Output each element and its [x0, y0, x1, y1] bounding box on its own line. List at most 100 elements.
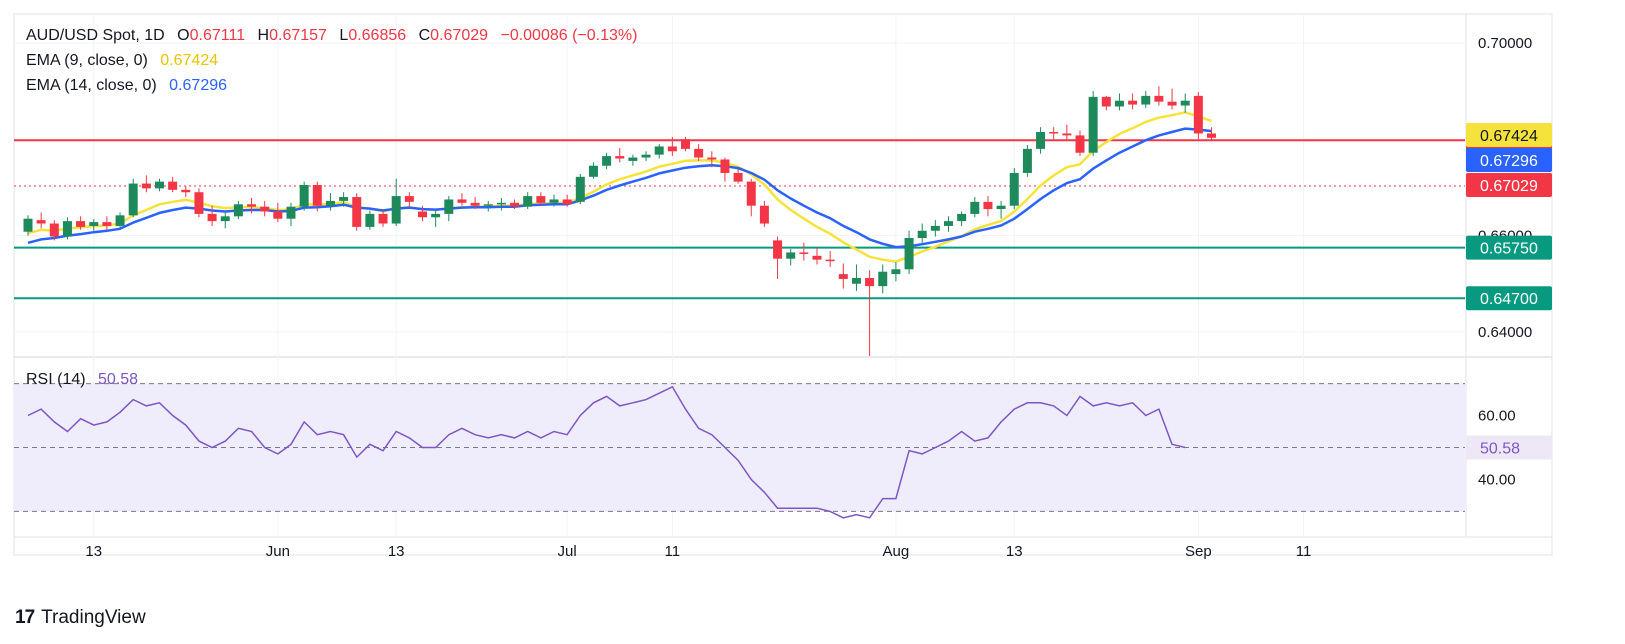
- candle-body: [115, 215, 125, 226]
- candle-body: [930, 225, 940, 231]
- change-value: −0.00086 (−0.13%): [500, 27, 638, 44]
- high-value: 0.67157: [269, 27, 327, 44]
- candle-body: [1141, 95, 1151, 105]
- candle-body: [628, 157, 638, 161]
- ema14-legend: EMA (14, close, 0) 0.67296: [26, 77, 229, 95]
- candle-body: [1049, 132, 1059, 134]
- candle-body: [904, 237, 914, 270]
- candle-body: [1180, 100, 1190, 106]
- close-label: C: [418, 27, 431, 44]
- candle-body: [128, 183, 138, 216]
- candle-body: [1207, 133, 1216, 138]
- x-tick-label: Jun: [266, 543, 290, 560]
- candle-body: [1036, 132, 1046, 149]
- candle-body: [273, 211, 283, 219]
- candle-body: [694, 148, 704, 158]
- candle-body: [23, 218, 33, 232]
- rsi-last-label-bg: [1466, 435, 1552, 460]
- candle-body: [339, 197, 349, 201]
- candle-body: [523, 196, 533, 207]
- tradingview-logo[interactable]: 17 TradingView: [15, 607, 146, 629]
- chart-frame: [13, 13, 1553, 556]
- candle-body: [957, 213, 967, 222]
- open-label: O: [177, 27, 190, 44]
- candle-body: [549, 199, 559, 203]
- candle-body: [365, 213, 375, 227]
- candle-body: [681, 139, 690, 149]
- candle-body: [615, 156, 625, 159]
- rsi-legend: RSI (14) 50.58: [26, 371, 140, 389]
- ema9-label[interactable]: EMA (9, close, 0): [26, 52, 148, 69]
- candle-body: [1075, 135, 1085, 153]
- support-price-label-1-bg: [1466, 235, 1552, 260]
- candle-body: [1114, 100, 1124, 107]
- tradingview-brand: TradingView: [41, 607, 146, 628]
- candle-body: [654, 146, 664, 155]
- candle-body: [391, 196, 401, 224]
- candle-body: [588, 165, 598, 177]
- candle-body: [181, 189, 191, 193]
- support-price-label-1: 0.65750: [1480, 241, 1538, 258]
- rsi-tick-label: 60.00: [1478, 408, 1516, 425]
- candle-body: [1022, 148, 1032, 173]
- candle-body: [194, 192, 204, 214]
- candle-body: [1128, 100, 1138, 105]
- candle-body: [746, 181, 756, 206]
- stacked-label-bg: [1466, 148, 1552, 172]
- candle-body: [983, 201, 993, 210]
- x-tick-label: Sep: [1185, 543, 1212, 560]
- ema9-value: 0.67424: [160, 52, 219, 69]
- candle-body: [299, 185, 309, 207]
- candle-body: [89, 222, 99, 226]
- candle-body: [470, 202, 480, 206]
- candle-body: [1088, 96, 1098, 153]
- candle-body: [233, 204, 243, 217]
- price-tick-label: 0.70000: [1478, 35, 1532, 52]
- candle-body: [36, 220, 46, 224]
- candle-body: [312, 185, 322, 206]
- candle-body: [812, 255, 822, 260]
- candle-body: [575, 176, 585, 202]
- ema14-label[interactable]: EMA (14, close, 0): [26, 77, 157, 94]
- ema14-value: 0.67296: [169, 77, 228, 94]
- rsi-label[interactable]: RSI (14): [26, 371, 86, 388]
- x-tick-label: 11: [1296, 543, 1312, 560]
- candle-body: [944, 221, 953, 226]
- candle-body: [286, 206, 296, 219]
- candle-body: [773, 240, 783, 259]
- candle-body: [1062, 133, 1072, 136]
- tradingview-logo-icon: 17: [15, 607, 35, 628]
- support-price-label-2: 0.64700: [1480, 291, 1538, 308]
- candle-body: [418, 211, 427, 218]
- ema9-legend: EMA (9, close, 0) 0.67424: [26, 52, 220, 70]
- candle-body: [102, 222, 112, 226]
- candle-body: [641, 154, 651, 158]
- candle-body: [562, 199, 572, 205]
- symbol-title[interactable]: AUD/USD Spot, 1D: [26, 27, 165, 44]
- candle-body: [155, 181, 164, 189]
- candle-body: [707, 157, 717, 160]
- candle-body: [667, 146, 677, 152]
- candle-body: [838, 274, 848, 279]
- rsi-last-label: 50.58: [1480, 441, 1520, 458]
- close-value: 0.67029: [430, 27, 489, 44]
- candle-body: [536, 196, 546, 203]
- support-price-label-2-bg: [1466, 286, 1552, 311]
- x-tick-label: 11: [665, 543, 681, 560]
- low-value: 0.66856: [348, 27, 407, 44]
- rsi-line: [27, 385, 1186, 519]
- candle-body: [733, 172, 743, 182]
- candle-body: [404, 196, 414, 202]
- ema-price-label: 0.67424: [1480, 128, 1538, 145]
- candle-body: [141, 183, 151, 189]
- candle-body: [496, 202, 506, 205]
- candle-body: [786, 252, 796, 259]
- candle-body: [260, 206, 270, 212]
- stacked-label-bg: [1466, 123, 1552, 147]
- candle-body: [891, 269, 901, 275]
- x-tick-label: Jul: [558, 543, 577, 560]
- last-price-label: 0.67029: [1480, 178, 1538, 195]
- x-tick-label: 13: [1006, 543, 1023, 560]
